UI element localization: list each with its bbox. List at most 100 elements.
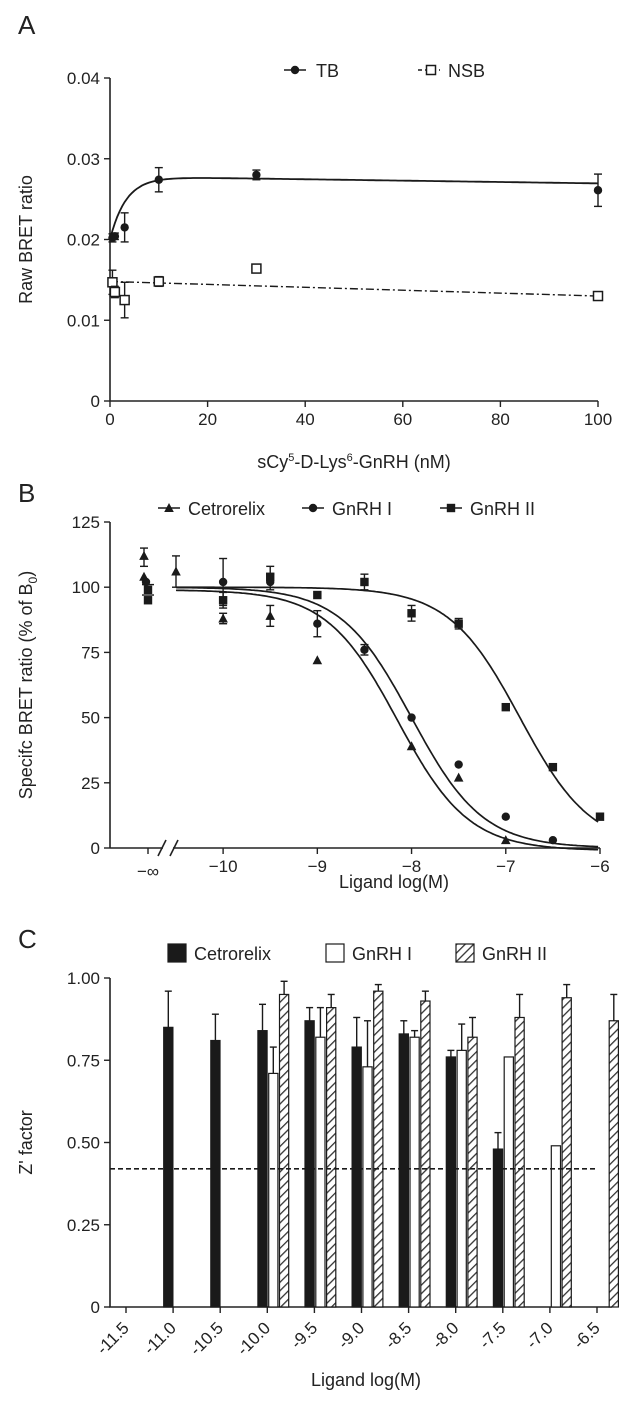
data-point-nsb bbox=[153, 276, 165, 287]
x-tick-label: 60 bbox=[393, 410, 412, 429]
x-tick-label: 20 bbox=[198, 410, 217, 429]
data-point-nsb bbox=[109, 286, 121, 298]
y-tick-label: 0.03 bbox=[67, 150, 100, 169]
data-point-gnrh-i bbox=[454, 760, 463, 769]
y-tick-label: 50 bbox=[81, 709, 100, 728]
data-point-cetrorelix bbox=[265, 610, 276, 620]
panel-label-b: B bbox=[18, 478, 35, 508]
series-line-gnrh-ii bbox=[176, 586, 599, 823]
x-tick-label: −8 bbox=[402, 857, 421, 876]
bar-gnrh-i bbox=[409, 1036, 420, 1308]
bar-gnrh-ii bbox=[326, 1007, 337, 1308]
data-point-gnrh-ii bbox=[407, 609, 416, 618]
data-point-gnrh-i bbox=[360, 645, 369, 654]
bar-gnrh-ii bbox=[373, 990, 384, 1308]
bar-gnrh-i bbox=[362, 1066, 373, 1308]
data-point-gnrh-i bbox=[501, 812, 510, 821]
panel-label-c: C bbox=[18, 924, 37, 954]
data-point-inf-gnrh-ii bbox=[143, 596, 153, 605]
bar-cetrorelix bbox=[210, 1039, 221, 1308]
x-tick-label: -7.0 bbox=[523, 1318, 557, 1352]
x-tick-label: −6 bbox=[590, 857, 609, 876]
bar-gnrh-ii bbox=[561, 997, 572, 1308]
y-tick-label: 0.75 bbox=[67, 1051, 100, 1070]
data-point-nsb bbox=[592, 290, 604, 302]
data-point-gnrh-ii bbox=[360, 577, 369, 587]
data-point-tb bbox=[120, 223, 129, 232]
series-line-gnrh-i bbox=[175, 586, 599, 848]
axis-frame bbox=[109, 78, 598, 402]
data-point-gnrh-ii bbox=[595, 812, 605, 821]
bar-cetrorelix bbox=[304, 1020, 315, 1308]
bar-gnrh-i bbox=[315, 1036, 326, 1308]
legend-swatch-gnrh-i bbox=[325, 943, 345, 963]
legend-label-gnrh-ii: GnRH II bbox=[470, 499, 535, 519]
legend-marker-cetrorelix bbox=[164, 503, 174, 512]
data-point-nsb bbox=[251, 263, 262, 274]
y-axis-title-part: Specifc BRET ratio (% of B bbox=[16, 583, 36, 799]
data-point-gnrh-ii bbox=[313, 590, 322, 600]
data-point-gnrh-ii bbox=[454, 619, 463, 628]
bar-cetrorelix bbox=[351, 1046, 362, 1308]
x-tick-label: 80 bbox=[491, 410, 510, 429]
x-tick-label: -8.0 bbox=[428, 1318, 462, 1352]
y-tick-label: 0 bbox=[91, 392, 100, 411]
data-point-tb bbox=[154, 175, 163, 184]
panel-a: A 0 0.01 0.02 0.03 0.04 0 20 40 60 80 100 Raw BRET r… bbox=[16, 10, 612, 472]
x-axis-title-part: -D-Lys bbox=[294, 452, 346, 472]
bar-gnrh-i bbox=[456, 1049, 467, 1308]
legend-marker-nsb bbox=[425, 64, 437, 76]
bar-gnrh-ii bbox=[278, 993, 290, 1308]
series-line-tb bbox=[109, 177, 599, 240]
x-tick-label: -8.5 bbox=[381, 1318, 415, 1352]
bar-gnrh-i bbox=[550, 1145, 562, 1308]
x-tick-label: -7.5 bbox=[475, 1318, 509, 1352]
x-tick-label: -6.5 bbox=[570, 1318, 604, 1352]
y-tick-label: 0.01 bbox=[67, 311, 100, 330]
y-tick-label: 125 bbox=[72, 513, 100, 532]
bar-gnrh-ii bbox=[467, 1036, 478, 1308]
y-tick-label: 1.00 bbox=[67, 969, 100, 988]
x-axis-title: Ligand log(M) bbox=[311, 1370, 421, 1390]
x-tick-label: 40 bbox=[296, 410, 315, 429]
x-tick-label: -9.0 bbox=[334, 1318, 368, 1352]
legend-label-tb: TB bbox=[316, 61, 339, 81]
x-tick-label: −9 bbox=[308, 857, 327, 876]
data-point-gnrh-ii bbox=[218, 596, 228, 605]
y-tick-label: 100 bbox=[72, 578, 100, 597]
bar-gnrh-ii bbox=[514, 1016, 525, 1308]
data-point-gnrh-ii bbox=[266, 572, 275, 581]
legend-label-cetrorelix: Cetrorelix bbox=[188, 499, 265, 519]
legend-marker-gnrh-i bbox=[308, 503, 318, 513]
legend-swatch-cetrorelix bbox=[167, 943, 187, 963]
bar-gnrh-i bbox=[503, 1056, 515, 1308]
x-axis-title: Ligand log(M) bbox=[339, 872, 449, 892]
axis-break-mark bbox=[169, 839, 179, 857]
bar-gnrh-ii bbox=[420, 1000, 431, 1308]
x-tick-label: −7 bbox=[496, 857, 515, 876]
x-tick-label: -10.5 bbox=[186, 1318, 227, 1359]
x-axis-title-part: sCy bbox=[257, 452, 288, 472]
x-tick-label: 100 bbox=[584, 410, 612, 429]
bar-cetrorelix bbox=[163, 1026, 174, 1308]
x-axis-title: sCy5-D-Lys6-GnRH (nM) bbox=[257, 452, 451, 472]
y-tick-label: 0.25 bbox=[67, 1216, 100, 1235]
legend-label-gnrh-i: GnRH I bbox=[332, 499, 392, 519]
axis-break-mark bbox=[157, 839, 167, 857]
y-tick-label: 0 bbox=[91, 1298, 100, 1317]
data-point-nsb bbox=[119, 294, 130, 306]
data-point-cetrorelix bbox=[312, 655, 323, 665]
data-point-cetrorelix bbox=[500, 835, 511, 845]
y-tick-label: 0.50 bbox=[67, 1134, 100, 1153]
y-tick-label: 75 bbox=[81, 643, 100, 662]
data-point-tb bbox=[593, 186, 603, 195]
legend-marker-tb bbox=[290, 65, 300, 75]
data-point-nsb bbox=[107, 277, 118, 288]
data-point-gnrh-i bbox=[548, 835, 558, 845]
data-point-gnrh-i bbox=[407, 713, 416, 722]
data-point-gnrh-ii bbox=[501, 702, 510, 712]
data-point-cetrorelix bbox=[171, 566, 181, 576]
x-axis-title-part: -GnRH (nM) bbox=[353, 452, 451, 472]
data-point-gnrh-i bbox=[218, 577, 228, 587]
